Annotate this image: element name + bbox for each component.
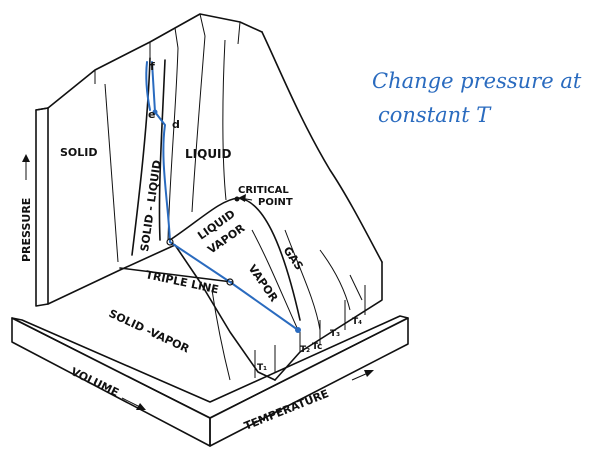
isotherm-label-t3: T₃ (330, 329, 340, 339)
constant-temperature-path (145, 61, 301, 333)
axis-label-volume: VOLUME (69, 365, 121, 399)
isotherm-label-tc: Tc (312, 342, 322, 352)
region-label-vapor: VAPOR (246, 262, 281, 304)
point-label-d: d (172, 118, 180, 131)
region-label-triple-line: TRIPLE LINE (144, 268, 219, 296)
point-label-e: e (148, 108, 155, 121)
critical-point-arrow (234, 194, 253, 202)
region-label-gas: GAS (281, 244, 306, 272)
region-label-liquid: LIQUID (185, 147, 232, 161)
handwritten-note-line-1: Change pressure at (372, 69, 582, 93)
temperature-arrow (351, 370, 374, 381)
critical-point-label-2: POINT (258, 197, 293, 208)
base-platform (11, 315, 409, 447)
region-label-solid-vapor: SOLID -VAPOR (107, 307, 192, 356)
surface-outline (35, 13, 383, 381)
isotherm-label-t1: T₁ (257, 363, 267, 373)
handwritten-note-line-2: constant T (378, 103, 492, 127)
pressure-arrow (22, 154, 30, 180)
point-label-f: f (150, 60, 155, 73)
region-label-solid: SOLID (60, 146, 98, 159)
axis-label-pressure: PRESSURE (20, 198, 33, 262)
volume-arrow (121, 397, 146, 410)
axis-label-temperature: TEMPERATURE (242, 387, 330, 433)
critical-point-label-1: CRITICAL (238, 185, 289, 196)
isotherm-label-t2: T₂ (300, 345, 310, 355)
isotherm-label-t4: T₄ (352, 317, 362, 327)
